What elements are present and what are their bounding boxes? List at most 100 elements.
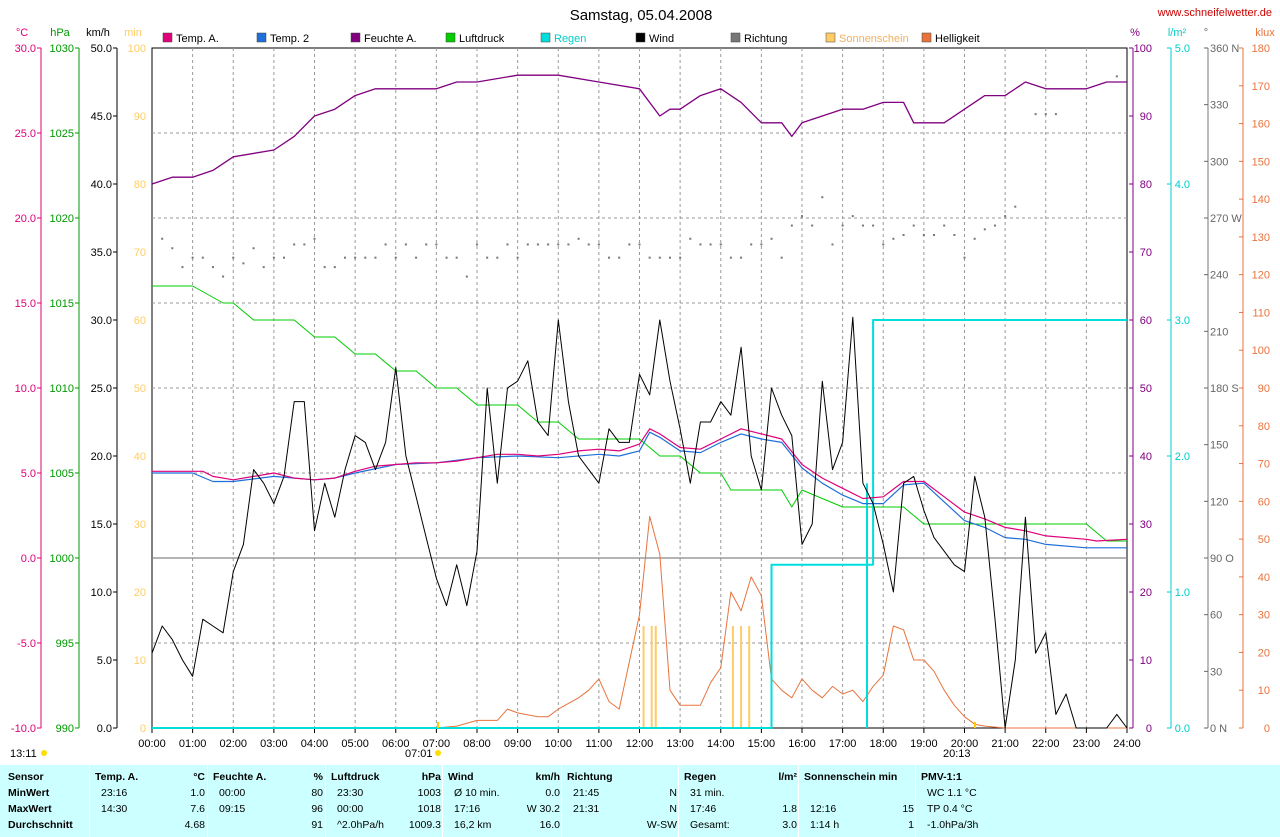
summary-header-unit: l/m² — [778, 771, 797, 783]
pressure-axis-tick: 995 — [56, 638, 74, 650]
sun-markers: 13:11 07:01 20:13 — [10, 722, 976, 760]
direction-point — [486, 256, 489, 259]
direction-point — [567, 243, 570, 246]
series-luftdruck — [152, 285, 1127, 542]
summary-separator — [678, 765, 679, 837]
pressure-axis-tick: 1010 — [50, 383, 74, 395]
humidity-axis-tick: 70 — [1140, 247, 1152, 259]
x-tick-label: 03:00 — [260, 738, 288, 750]
direction-point — [547, 243, 550, 246]
summary-separator — [561, 765, 562, 837]
sun-axis-tick: 70 — [134, 247, 146, 259]
summary-cell: 00:00 — [337, 803, 364, 815]
sun-marker-left-dot — [41, 750, 47, 756]
series-layer — [151, 74, 1128, 729]
light-axis-tick: 20 — [1258, 647, 1270, 659]
summary-value: 1009.3 — [408, 819, 441, 831]
summary-value: 16.0 — [539, 819, 560, 831]
summary-header: Regen — [684, 771, 717, 783]
summary-cell: 1:14 h — [810, 819, 840, 831]
summary-cell: MinWert — [8, 787, 50, 799]
humidity-axis-tick: 50 — [1140, 383, 1152, 395]
direction-point — [252, 247, 255, 250]
summary-header: Temp. A. — [95, 771, 139, 783]
direction-point — [415, 256, 418, 259]
legend-label-feuchte: Feuchte A. — [364, 33, 417, 45]
summary-separator — [442, 765, 443, 837]
summary-column: Luftdruck hPa 23:30 1003 00:00 1018 ^2.0hPa/h 1… — [325, 765, 441, 837]
temp-axis-tick: 15.0 — [15, 298, 36, 310]
chart-title: Samstag, 05.04.2008 — [570, 7, 713, 24]
direction-axis-tick: 330 — [1210, 100, 1228, 112]
sunrise-dot — [435, 750, 441, 756]
summary-header-unit: % — [313, 771, 323, 783]
summary-cell: Durchschnitt — [8, 819, 73, 831]
direction-point — [872, 224, 875, 227]
light-axis-tick: 100 — [1252, 345, 1270, 357]
x-tick-label: 19:00 — [910, 738, 938, 750]
site-url: www.schneifelwetter.de — [1157, 7, 1272, 19]
direction-point — [1034, 113, 1037, 116]
direction-point — [882, 243, 885, 246]
direction-point — [191, 256, 194, 259]
wind-axis-tick: 25.0 — [91, 383, 112, 395]
light-axis-tick: 130 — [1252, 232, 1270, 244]
direction-point — [506, 243, 509, 246]
rain-axis-tick: 5.0 — [1175, 43, 1190, 55]
x-tick-label: 18:00 — [869, 738, 897, 750]
humidity-axis-tick: 60 — [1140, 315, 1152, 327]
direction-point — [993, 224, 996, 227]
summary-cell: ^2.0hPa/h — [337, 819, 384, 831]
summary-separator — [207, 765, 208, 837]
summary-cell: 17:16 — [454, 803, 481, 815]
direction-point — [618, 256, 621, 259]
summary-column: Feuchte A.% 00:00 80 09:15 96 91 — [207, 765, 323, 837]
direction-point — [262, 266, 265, 269]
axes: 30.025.020.015.010.05.00.0-5.0-10.0°C103… — [11, 27, 1275, 750]
direction-point — [902, 234, 905, 236]
legend-label-regen: Regen — [554, 33, 586, 45]
legend-swatch-richtung — [730, 32, 741, 43]
direction-point — [922, 234, 925, 236]
direction-point — [750, 243, 753, 246]
direction-point — [597, 243, 600, 246]
light-axis-tick: 170 — [1252, 81, 1270, 93]
sun-axis-unit: min — [124, 27, 142, 39]
direction-point — [679, 256, 682, 259]
sun-axis-tick: 40 — [134, 451, 146, 463]
direction-axis-tick: 60 — [1210, 610, 1222, 622]
x-tick-label: 05:00 — [341, 738, 369, 750]
x-tick-label: 07:00 — [423, 738, 451, 750]
rain-axis-tick: 0.0 — [1175, 723, 1190, 735]
wind-axis-tick: 20.0 — [91, 451, 112, 463]
x-tick-label: 17:00 — [829, 738, 857, 750]
direction-point — [699, 243, 702, 246]
wind-axis-tick: 30.0 — [91, 315, 112, 327]
direction-axis-tick: 120 — [1210, 496, 1228, 508]
summary-value: 91 — [311, 819, 323, 831]
summary-value: 1.8 — [782, 803, 797, 815]
x-tick-label: 12:00 — [626, 738, 654, 750]
summary-cell: 17:46 — [690, 803, 717, 815]
legend-label-wind: Wind — [649, 33, 674, 45]
summary-column: Regen l/m² 31 min. 17:46 1.8 Gesamt: 3.0 — [678, 765, 797, 837]
summary-cell: Gesamt: — [690, 819, 730, 831]
legend-swatch-luftdruck — [445, 32, 456, 43]
light-axis-tick: 180 — [1252, 43, 1270, 55]
temp-axis-tick: 25.0 — [15, 128, 36, 140]
wind-axis-tick: 35.0 — [91, 247, 112, 259]
summary-cell: 23:16 — [101, 787, 128, 799]
x-tick-label: 20:00 — [951, 738, 979, 750]
direction-point — [526, 243, 529, 246]
direction-axis-tick: 210 — [1210, 326, 1228, 338]
temp-axis-tick: 0.0 — [21, 553, 36, 565]
summary-header: PMV-1:1 — [921, 771, 962, 783]
direction-point — [232, 256, 235, 259]
sun-axis-tick: 100 — [128, 43, 146, 55]
summary-header: Luftdruck — [331, 771, 380, 783]
direction-axis-tick: 300 — [1210, 156, 1228, 168]
direction-axis-tick: 360 N — [1210, 43, 1239, 55]
x-tick-label: 15:00 — [748, 738, 776, 750]
summary-cell: MaxWert — [8, 803, 52, 815]
direction-point — [394, 256, 397, 259]
